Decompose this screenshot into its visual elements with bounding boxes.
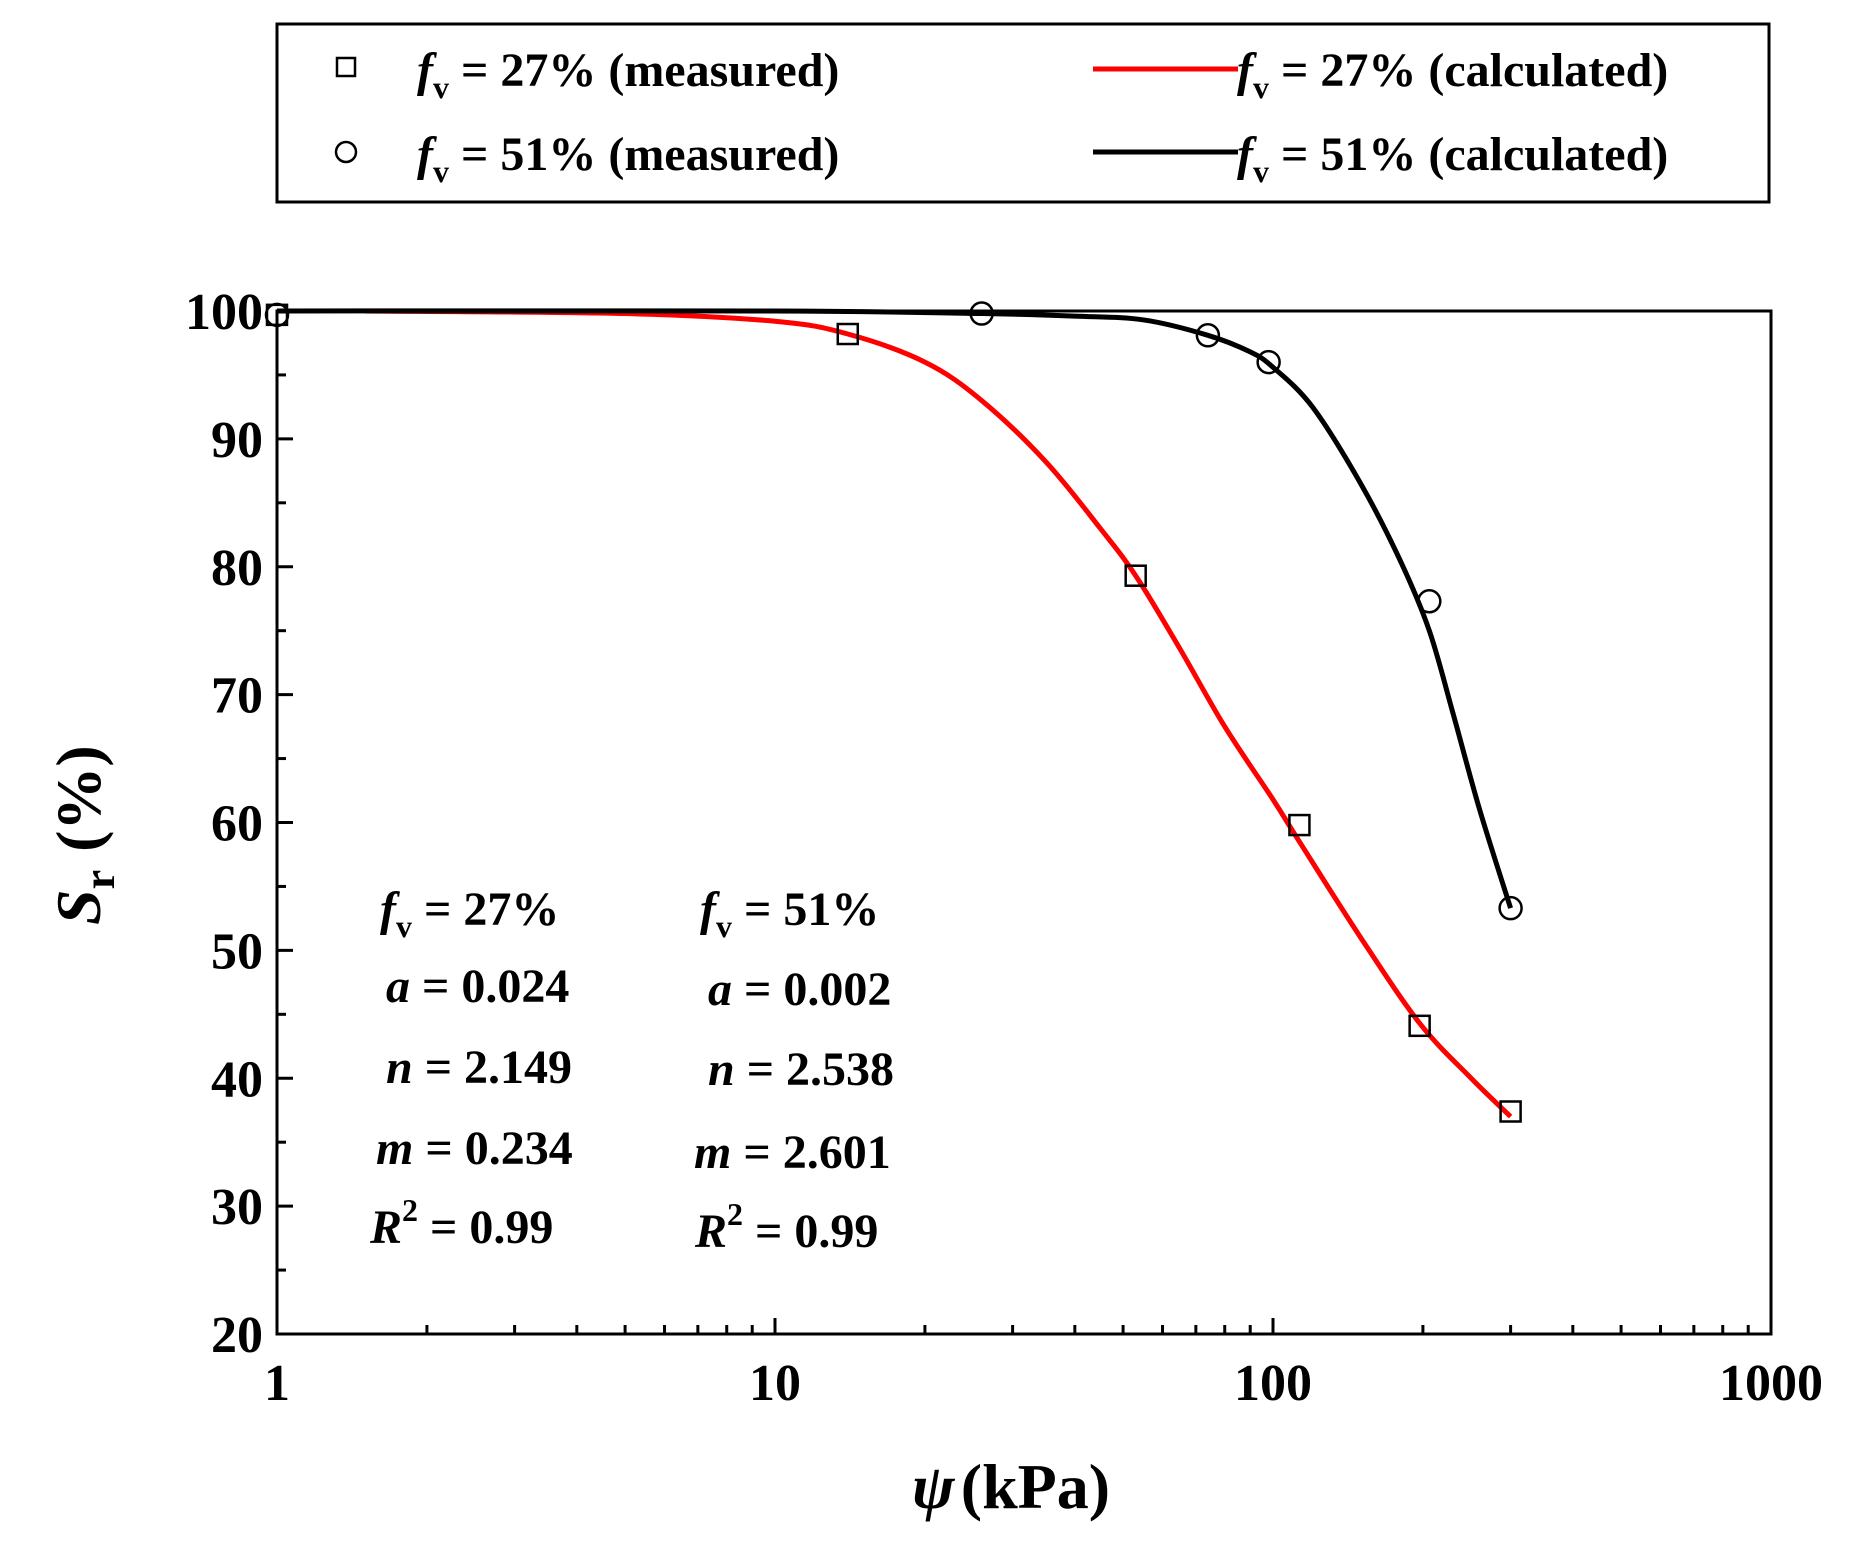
y-axis-title-sub: r [75, 870, 124, 890]
y-tick-label: 20 [211, 1307, 263, 1364]
params-fv27-header: fv = 27% [380, 883, 559, 944]
param-symbol: f [380, 883, 400, 936]
x-axis-title: ψ(kPa) [912, 1451, 1110, 1522]
param-r-label: R [369, 1201, 402, 1254]
data-point-square [1499, 1100, 1522, 1123]
series-line-fv27_calculated [364, 308, 1513, 1119]
y-tick-label: 30 [211, 1179, 263, 1236]
param-m-value: = 0.234 [413, 1122, 572, 1175]
y-tick-label: 40 [211, 1051, 263, 1108]
param-m-label: m [694, 1126, 731, 1179]
param-r-value: = 0.99 [418, 1201, 553, 1254]
param-m-label: m [376, 1122, 413, 1175]
param-a-label: a [386, 960, 410, 1013]
x-tick-label: 1 [264, 1355, 290, 1412]
param-r-value: = 0.99 [743, 1205, 878, 1258]
param-a-value: = 0.002 [732, 963, 891, 1016]
data-point-circle [264, 302, 290, 328]
legend-subscript: v [1253, 153, 1269, 189]
legend-label: = 27% (measured) [449, 44, 839, 97]
y-tick-label: 50 [211, 923, 263, 980]
param-n-value: = 2.538 [735, 1043, 894, 1096]
params-fv51-n: n = 2.538 [708, 1043, 894, 1096]
y-axis-title: Sr (%) [43, 745, 124, 925]
param-a-value: = 0.024 [410, 960, 569, 1013]
param-symbol: f [700, 883, 720, 936]
legend-marker-circle [334, 140, 358, 164]
param-m-value: = 2.601 [731, 1126, 890, 1179]
x-axis-title-main: ψ [912, 1451, 956, 1522]
params-fv51-header: fv = 51% [700, 883, 879, 944]
legend-frame [275, 22, 1771, 204]
params-fv27-n: n = 2.149 [386, 1041, 572, 1094]
params-fv51-m: m = 2.601 [694, 1126, 891, 1179]
params-fv27-a: a = 0.024 [386, 960, 569, 1013]
legend-label: = 27% (calculated) [1269, 44, 1668, 97]
plot-frame [275, 309, 1773, 1336]
data-point-circle [1498, 895, 1523, 921]
param-n-label: n [708, 1043, 735, 1096]
data-point-square [1124, 564, 1147, 587]
data-point-circle [1195, 323, 1221, 348]
legend-symbol: f [1237, 44, 1257, 97]
data-point-square [1288, 813, 1311, 837]
params-fv51-r2: R2 = 0.99 [694, 1196, 878, 1258]
legend-label: = 51% (measured) [449, 128, 839, 181]
legend-symbol: f [417, 128, 437, 181]
series-line-fv51_calculated [276, 308, 1513, 909]
y-tick-label: 60 [211, 796, 263, 853]
x-tick-label: 1000 [1719, 1355, 1823, 1412]
legend-symbol: f [1237, 128, 1257, 181]
data-point-square [1408, 1014, 1431, 1038]
legend-subscript: v [1253, 69, 1269, 105]
legend-label: = 51% (calculated) [1269, 128, 1668, 181]
param-r-sup: 2 [727, 1196, 743, 1232]
legend-marker-square [335, 56, 357, 78]
legend-subscript: v [433, 69, 449, 105]
x-tick-label: 10 [749, 1355, 801, 1412]
param-r-sup: 2 [402, 1192, 418, 1228]
y-tick-label: 80 [211, 540, 263, 597]
legend-entry-fv51-measured: fv = 51% (measured) [417, 128, 839, 189]
y-axis-title-main: S [43, 889, 114, 925]
param-n-label: n [386, 1041, 413, 1094]
x-axis-title-unit: (kPa) [961, 1451, 1110, 1522]
params-fv51-a: a = 0.002 [708, 963, 891, 1016]
y-axis-title-unit: (%) [43, 745, 114, 852]
y-tick-label: 90 [211, 412, 263, 469]
params-fv27: fv = 27% a = 0.024 n = 2.149 m = 0.234 R… [369, 883, 573, 1254]
x-tick-label: 100 [1234, 1355, 1312, 1412]
param-value: = 51% [732, 883, 879, 936]
legend-symbol: f [417, 44, 437, 97]
params-fv27-r2: R2 = 0.99 [369, 1192, 553, 1254]
x-axis: 1 10 100 1000 [264, 1318, 1823, 1412]
param-a-label: a [708, 963, 732, 1016]
legend: fv = 27% (measured) fv = 27% (calculated… [275, 22, 1771, 204]
param-subscript: v [716, 908, 732, 944]
y-tick-label: 70 [211, 668, 263, 725]
param-subscript: v [396, 908, 412, 944]
param-n-value: = 2.149 [413, 1041, 572, 1094]
y-tick-label: 100 [185, 284, 263, 341]
params-fv51: fv = 51% a = 0.002 n = 2.538 m = 2.601 R… [694, 883, 894, 1258]
legend-entry-fv27-measured: fv = 27% (measured) [417, 44, 839, 105]
param-value: = 27% [412, 883, 559, 936]
data-point-circle [1417, 589, 1442, 614]
legend-subscript: v [433, 153, 449, 189]
data-point-circle [1256, 349, 1281, 375]
params-fv27-m: m = 0.234 [376, 1122, 573, 1175]
legend-entry-fv51-calculated: fv = 51% (calculated) [1237, 128, 1668, 189]
data-point-square [836, 322, 860, 346]
legend-entry-fv27-calculated: fv = 27% (calculated) [1237, 44, 1668, 105]
data-point-circle [969, 301, 994, 326]
y-axis: 20 30 40 50 60 70 80 90 100 [185, 284, 293, 1364]
series-layer [264, 301, 1523, 1123]
param-r-label: R [694, 1205, 727, 1258]
